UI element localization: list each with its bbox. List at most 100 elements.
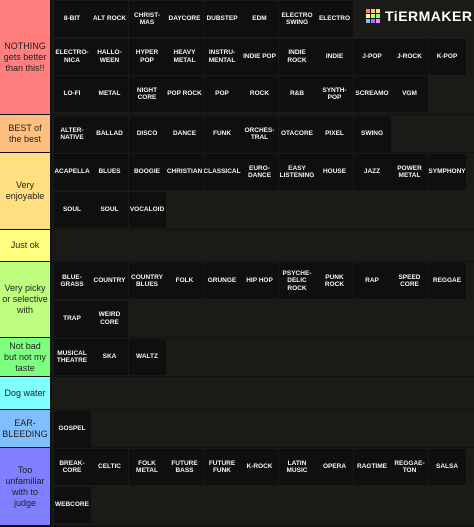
tier-item[interactable]: WEIRD CORE <box>91 300 128 337</box>
tier-item[interactable]: BLUES <box>91 154 128 190</box>
tier-row: BEST of the best ALTER- NATIVE BALLAD DISCO… <box>0 115 474 152</box>
tiermaker-logo[interactable]: TiERMAKER <box>366 4 473 28</box>
tier-item[interactable]: HALLO- WEEN <box>91 38 128 75</box>
tier-item[interactable]: DAYCORE <box>166 1 203 37</box>
tier-item[interactable]: BOOGIE <box>128 154 166 190</box>
tier-item[interactable]: ALTER- NATIVE <box>53 116 91 152</box>
tier-item[interactable]: FOLK METAL <box>128 449 166 485</box>
tier-item[interactable]: DUBSTEP <box>203 1 241 37</box>
logo-square <box>376 8 380 13</box>
tier-item[interactable]: BALLAD <box>91 116 128 152</box>
tier-item[interactable]: HOUSE <box>316 154 353 190</box>
tier-item[interactable]: PUNK ROCK <box>316 263 353 299</box>
tier-item[interactable]: EASY LISTENING <box>278 154 316 190</box>
tier-item[interactable]: CHRIST- MAS <box>128 1 166 37</box>
tier-item[interactable]: OPERA <box>316 449 353 485</box>
tier-item[interactable]: K-POP <box>428 38 466 75</box>
tier-item[interactable]: COUNTRY <box>91 263 128 299</box>
tier-item[interactable]: DANCE <box>166 116 203 152</box>
tier-item[interactable]: HYPER POP <box>128 38 166 75</box>
tier-item[interactable]: METAL <box>91 76 128 112</box>
tier-item[interactable]: PIXEL <box>316 116 353 152</box>
tier-item[interactable]: WALTZ <box>128 339 166 375</box>
tier-label[interactable]: Too unfamiliar with to judge <box>0 448 52 525</box>
tier-item[interactable]: SOUL <box>91 191 128 228</box>
tier-item[interactable]: INDIE POP <box>241 38 278 75</box>
tier-item[interactable]: OTACORE <box>278 116 316 152</box>
tier-item[interactable]: LO-FI <box>53 76 91 112</box>
tier-item[interactable]: SCREAMO <box>353 76 391 112</box>
tier-label[interactable]: Just ok <box>0 230 52 261</box>
tier-item[interactable]: FUTURE BASS <box>166 449 203 485</box>
tier-item[interactable]: ACAPELLA <box>53 154 91 190</box>
tier-item[interactable]: INDIE ROCK <box>278 38 316 75</box>
tier-item[interactable]: J-POP <box>353 38 391 75</box>
tier-item[interactable]: INSTRU- MENTAL <box>203 38 241 75</box>
tier-row: Dog water <box>0 377 474 409</box>
tier-item[interactable]: ELECTRO- NICA <box>53 38 91 75</box>
tier-item[interactable]: ORCHES- TRAL <box>241 116 278 152</box>
tier-item[interactable]: ELECTRO <box>316 1 353 37</box>
tier-item[interactable]: DISCO <box>128 116 166 152</box>
tier-item[interactable]: RAP <box>353 263 391 299</box>
tier-item[interactable]: POWER METAL <box>391 154 428 190</box>
tier-item[interactable]: NIGHT CORE <box>128 76 166 112</box>
tier-item[interactable]: FUTURE FUNK <box>203 449 241 485</box>
tier-label[interactable]: Very picky or selective with <box>0 262 52 337</box>
logo-square <box>371 18 375 23</box>
tier-item[interactable]: ELECTRO SWING <box>278 1 316 37</box>
tier-item[interactable]: SYMPHONY <box>428 154 466 190</box>
tier-item[interactable]: ALT ROCK <box>91 1 128 37</box>
tier-item[interactable]: POP <box>203 76 241 112</box>
tier-item[interactable]: COUNTRY BLUES <box>128 263 166 299</box>
tier-item[interactable]: TRAP <box>53 300 91 337</box>
tier-item[interactable]: JAZZ <box>353 154 391 190</box>
tier-label[interactable]: BEST of the best <box>0 115 52 152</box>
tier-item[interactable]: BREAK- CORE <box>53 449 91 485</box>
tier-item[interactable]: SALSA <box>428 449 466 485</box>
tier-item[interactable]: HEAVY METAL <box>166 38 203 75</box>
tier-item[interactable]: SYNTH- POP <box>316 76 353 112</box>
tier-item[interactable]: PSYCHE- DELIC ROCK <box>278 263 316 299</box>
tier-item[interactable]: RAGTIME <box>353 449 391 485</box>
logo-text: TiERMAKER <box>385 8 473 24</box>
tier-item[interactable]: EURO- DANCE <box>241 154 278 190</box>
tier-item[interactable]: WEBCORE <box>53 486 91 523</box>
tier-item[interactable]: VOCALOID <box>128 191 166 228</box>
tier-label[interactable]: Dog water <box>0 377 52 409</box>
tier-label[interactable]: Very enjoyable <box>0 153 52 229</box>
tier-item[interactable]: FOLK <box>166 263 203 299</box>
tier-item[interactable]: EDM <box>241 1 278 37</box>
tier-item[interactable]: FUNK <box>203 116 241 152</box>
tier-item[interactable]: ROCK <box>241 76 278 112</box>
tier-item[interactable]: J-ROCK <box>391 38 428 75</box>
tier-item[interactable]: CHRISTIAN <box>166 154 203 190</box>
tier-label[interactable]: Not bad but not my taste <box>0 338 52 376</box>
tier-item[interactable]: HIP HOP <box>241 263 278 299</box>
tier-item[interactable]: INDIE <box>316 38 353 75</box>
tier-item[interactable]: SWING <box>353 116 391 152</box>
tier-item[interactable]: POP ROCK <box>166 76 203 112</box>
tier-item[interactable]: BLUE- GRASS <box>53 263 91 299</box>
logo-square <box>376 13 380 18</box>
tier-item[interactable]: GOSPEL <box>53 411 91 447</box>
tier-item[interactable]: 8-BIT <box>53 1 91 37</box>
tier-row: Too unfamiliar with to judge BREAK- CORE C… <box>0 448 474 525</box>
tier-label[interactable]: EAR- BLEEDING <box>0 410 52 447</box>
tier-item[interactable]: VGM <box>391 76 428 112</box>
logo-square <box>366 18 370 23</box>
tier-item[interactable]: CLASSICAL <box>203 154 241 190</box>
tier-item[interactable]: SOUL <box>53 191 91 228</box>
tier-item[interactable]: CELTIC <box>91 449 128 485</box>
tier-label[interactable]: NOTHING gets better than this!! <box>0 0 52 114</box>
tier-item[interactable]: R&B <box>278 76 316 112</box>
tier-item[interactable]: SKA <box>91 339 128 375</box>
tier-item[interactable]: MUSICAL THEATRE <box>53 339 91 375</box>
tier-item[interactable]: REGGAE- TON <box>391 449 428 485</box>
tier-item[interactable]: REGGAE <box>428 263 466 299</box>
tier-item[interactable]: SPEED CORE <box>391 263 428 299</box>
tier-item[interactable]: LATIN MUSIC <box>278 449 316 485</box>
tier-item[interactable]: K-ROCK <box>241 449 278 485</box>
tier-item[interactable]: GRUNGE <box>203 263 241 299</box>
tier-row: Just ok <box>0 230 474 261</box>
